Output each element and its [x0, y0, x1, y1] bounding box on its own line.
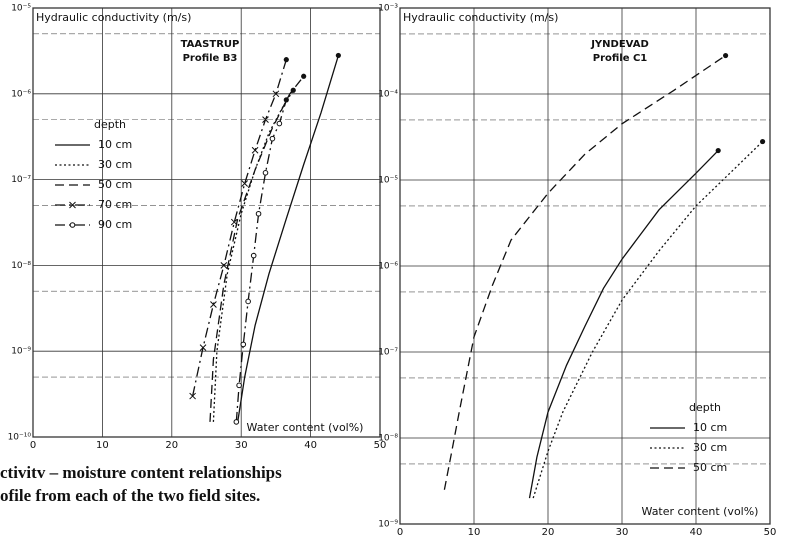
series-line	[443, 54, 726, 490]
site-name: JYNDEVAD	[590, 39, 649, 50]
axis-title: Hydraulic conductivity (m/s)	[36, 11, 191, 24]
x-tick-label: 40	[304, 440, 317, 451]
x-tick-label: 50	[764, 527, 777, 538]
marker	[210, 301, 217, 308]
y-tick-label: 10⁻⁸	[11, 261, 31, 271]
y-tick-label: 10⁻⁸	[378, 434, 398, 444]
series-line	[191, 59, 287, 397]
marker	[250, 252, 257, 259]
y-tick-label: 10⁻⁹	[11, 347, 31, 357]
y-tick-label: 10⁻⁷	[378, 348, 398, 358]
marker	[220, 262, 228, 269]
legend-label: 50 cm	[98, 178, 132, 191]
x-tick-label: 10	[468, 527, 481, 538]
end-dot	[723, 52, 729, 59]
x-tick-label: 20	[165, 440, 178, 451]
x-tick-label: 10	[96, 440, 109, 451]
legend-label: 70 cm	[98, 198, 132, 211]
marker	[240, 341, 247, 348]
x-tick-label: 30	[235, 440, 248, 451]
legend-title: depth	[94, 118, 126, 131]
series-line	[528, 150, 719, 499]
marker	[269, 135, 276, 142]
series-line	[212, 89, 294, 422]
y-tick-label: 10⁻³	[378, 4, 398, 14]
marker	[262, 170, 269, 176]
end-dot	[283, 57, 289, 63]
marker	[233, 419, 240, 425]
marker	[199, 344, 207, 352]
y-tick-label: 10⁻⁷	[11, 175, 31, 185]
marker	[272, 90, 280, 98]
y-tick-label: 10⁻⁶	[11, 89, 31, 99]
legend-label: 50 cm	[693, 461, 727, 474]
x-tick-label: 40	[690, 527, 703, 538]
end-dot	[301, 73, 307, 79]
legend-marker	[69, 222, 76, 228]
marker	[241, 180, 249, 187]
y-tick-label: 10⁻⁵	[11, 4, 31, 14]
end-dot	[335, 52, 341, 59]
x-tick-label: 20	[542, 527, 555, 538]
legend-label: 30 cm	[693, 441, 727, 454]
caption-line: ctivitv – moisture content relationships	[0, 463, 282, 482]
marker	[236, 382, 242, 389]
marker	[262, 116, 269, 123]
legend-label: 30 cm	[98, 158, 132, 171]
x-tick-label: 30	[616, 527, 629, 538]
profile-name: Profile C1	[593, 53, 648, 64]
y-tick-label: 10⁻⁶	[378, 262, 398, 272]
legend-label: 10 cm	[98, 138, 132, 151]
marker	[245, 298, 251, 305]
legend-label: 10 cm	[693, 421, 727, 434]
axis-title: Hydraulic conductivity (m/s)	[403, 11, 558, 24]
end-dot	[283, 97, 289, 103]
series-line	[209, 75, 305, 422]
profile-name: Profile B3	[183, 53, 238, 64]
marker	[189, 392, 196, 400]
legend-marker	[69, 201, 76, 209]
legend-title: depth	[689, 401, 721, 414]
series-line	[237, 55, 340, 423]
marker	[255, 210, 262, 217]
end-dot	[715, 147, 721, 154]
marker	[251, 146, 259, 154]
series-line	[235, 99, 287, 422]
end-dot	[760, 138, 766, 145]
y-tick-label: 10⁻⁵	[378, 176, 398, 186]
y-tick-label: 10⁻⁹	[378, 520, 398, 530]
caption-line: ofile from each of the two field sites.	[0, 486, 260, 505]
legend-label: 90 cm	[98, 218, 132, 231]
x-tick-label: 0	[397, 527, 403, 538]
y-tick-label: 10⁻¹⁰	[8, 433, 32, 443]
marker	[230, 218, 238, 226]
marker	[276, 120, 283, 127]
site-name: TAASTRUP	[181, 39, 240, 50]
x-tick-label: 50	[374, 440, 387, 451]
x-tick-label: 0	[30, 440, 36, 451]
y-tick-label: 10⁻⁴	[378, 90, 398, 100]
plot-frame	[32, 7, 381, 438]
x-axis-title: Water content (vol%)	[642, 505, 759, 518]
x-axis-title: Water content (vol%)	[247, 421, 364, 434]
series-line	[532, 141, 764, 499]
